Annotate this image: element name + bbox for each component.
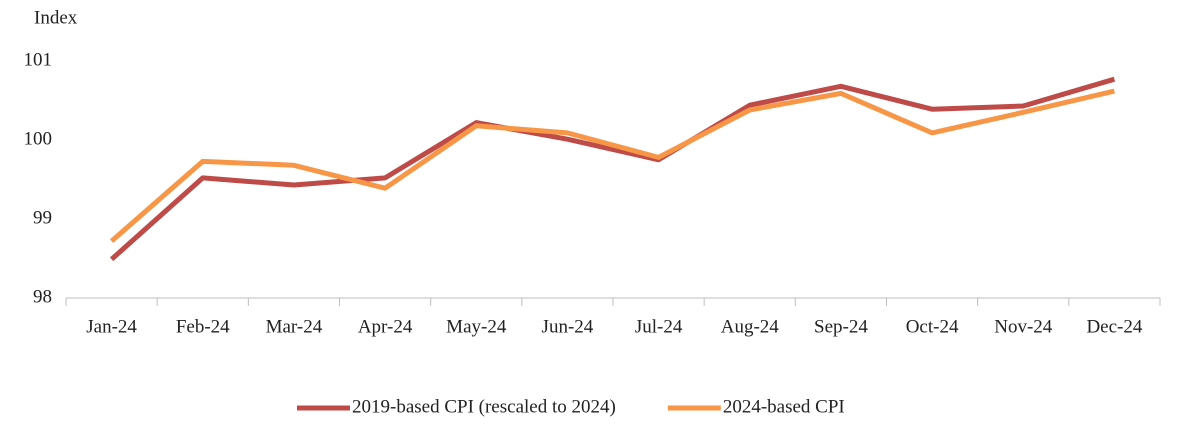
x-tick-label: May-24 <box>446 316 507 337</box>
x-tick-label: Nov-24 <box>994 316 1053 337</box>
y-tick-label: 98 <box>33 286 52 307</box>
x-tick-label: Mar-24 <box>266 316 323 337</box>
x-tick-label: Jul-24 <box>635 316 683 337</box>
x-tick-label: Sep-24 <box>814 316 868 337</box>
y-tick-label: 101 <box>24 49 53 70</box>
y-tick-label: 99 <box>33 207 52 228</box>
x-tick-label: Oct-24 <box>906 316 959 337</box>
x-tick-label: Dec-24 <box>1086 316 1142 337</box>
y-axis-label: Index <box>34 7 78 28</box>
x-tick-label: Jun-24 <box>542 316 594 337</box>
x-tick-label: Jan-24 <box>86 316 137 337</box>
y-tick-label: 100 <box>24 128 53 149</box>
legend-label: 2024-based CPI <box>723 396 845 417</box>
x-tick-label: Apr-24 <box>358 316 413 337</box>
legend-label: 2019-based CPI (rescaled to 2024) <box>352 396 616 417</box>
series-line <box>109 76 1116 262</box>
x-tick-label: Aug-24 <box>721 316 780 337</box>
series-line <box>109 88 1115 244</box>
x-tick-label: Feb-24 <box>176 316 230 337</box>
